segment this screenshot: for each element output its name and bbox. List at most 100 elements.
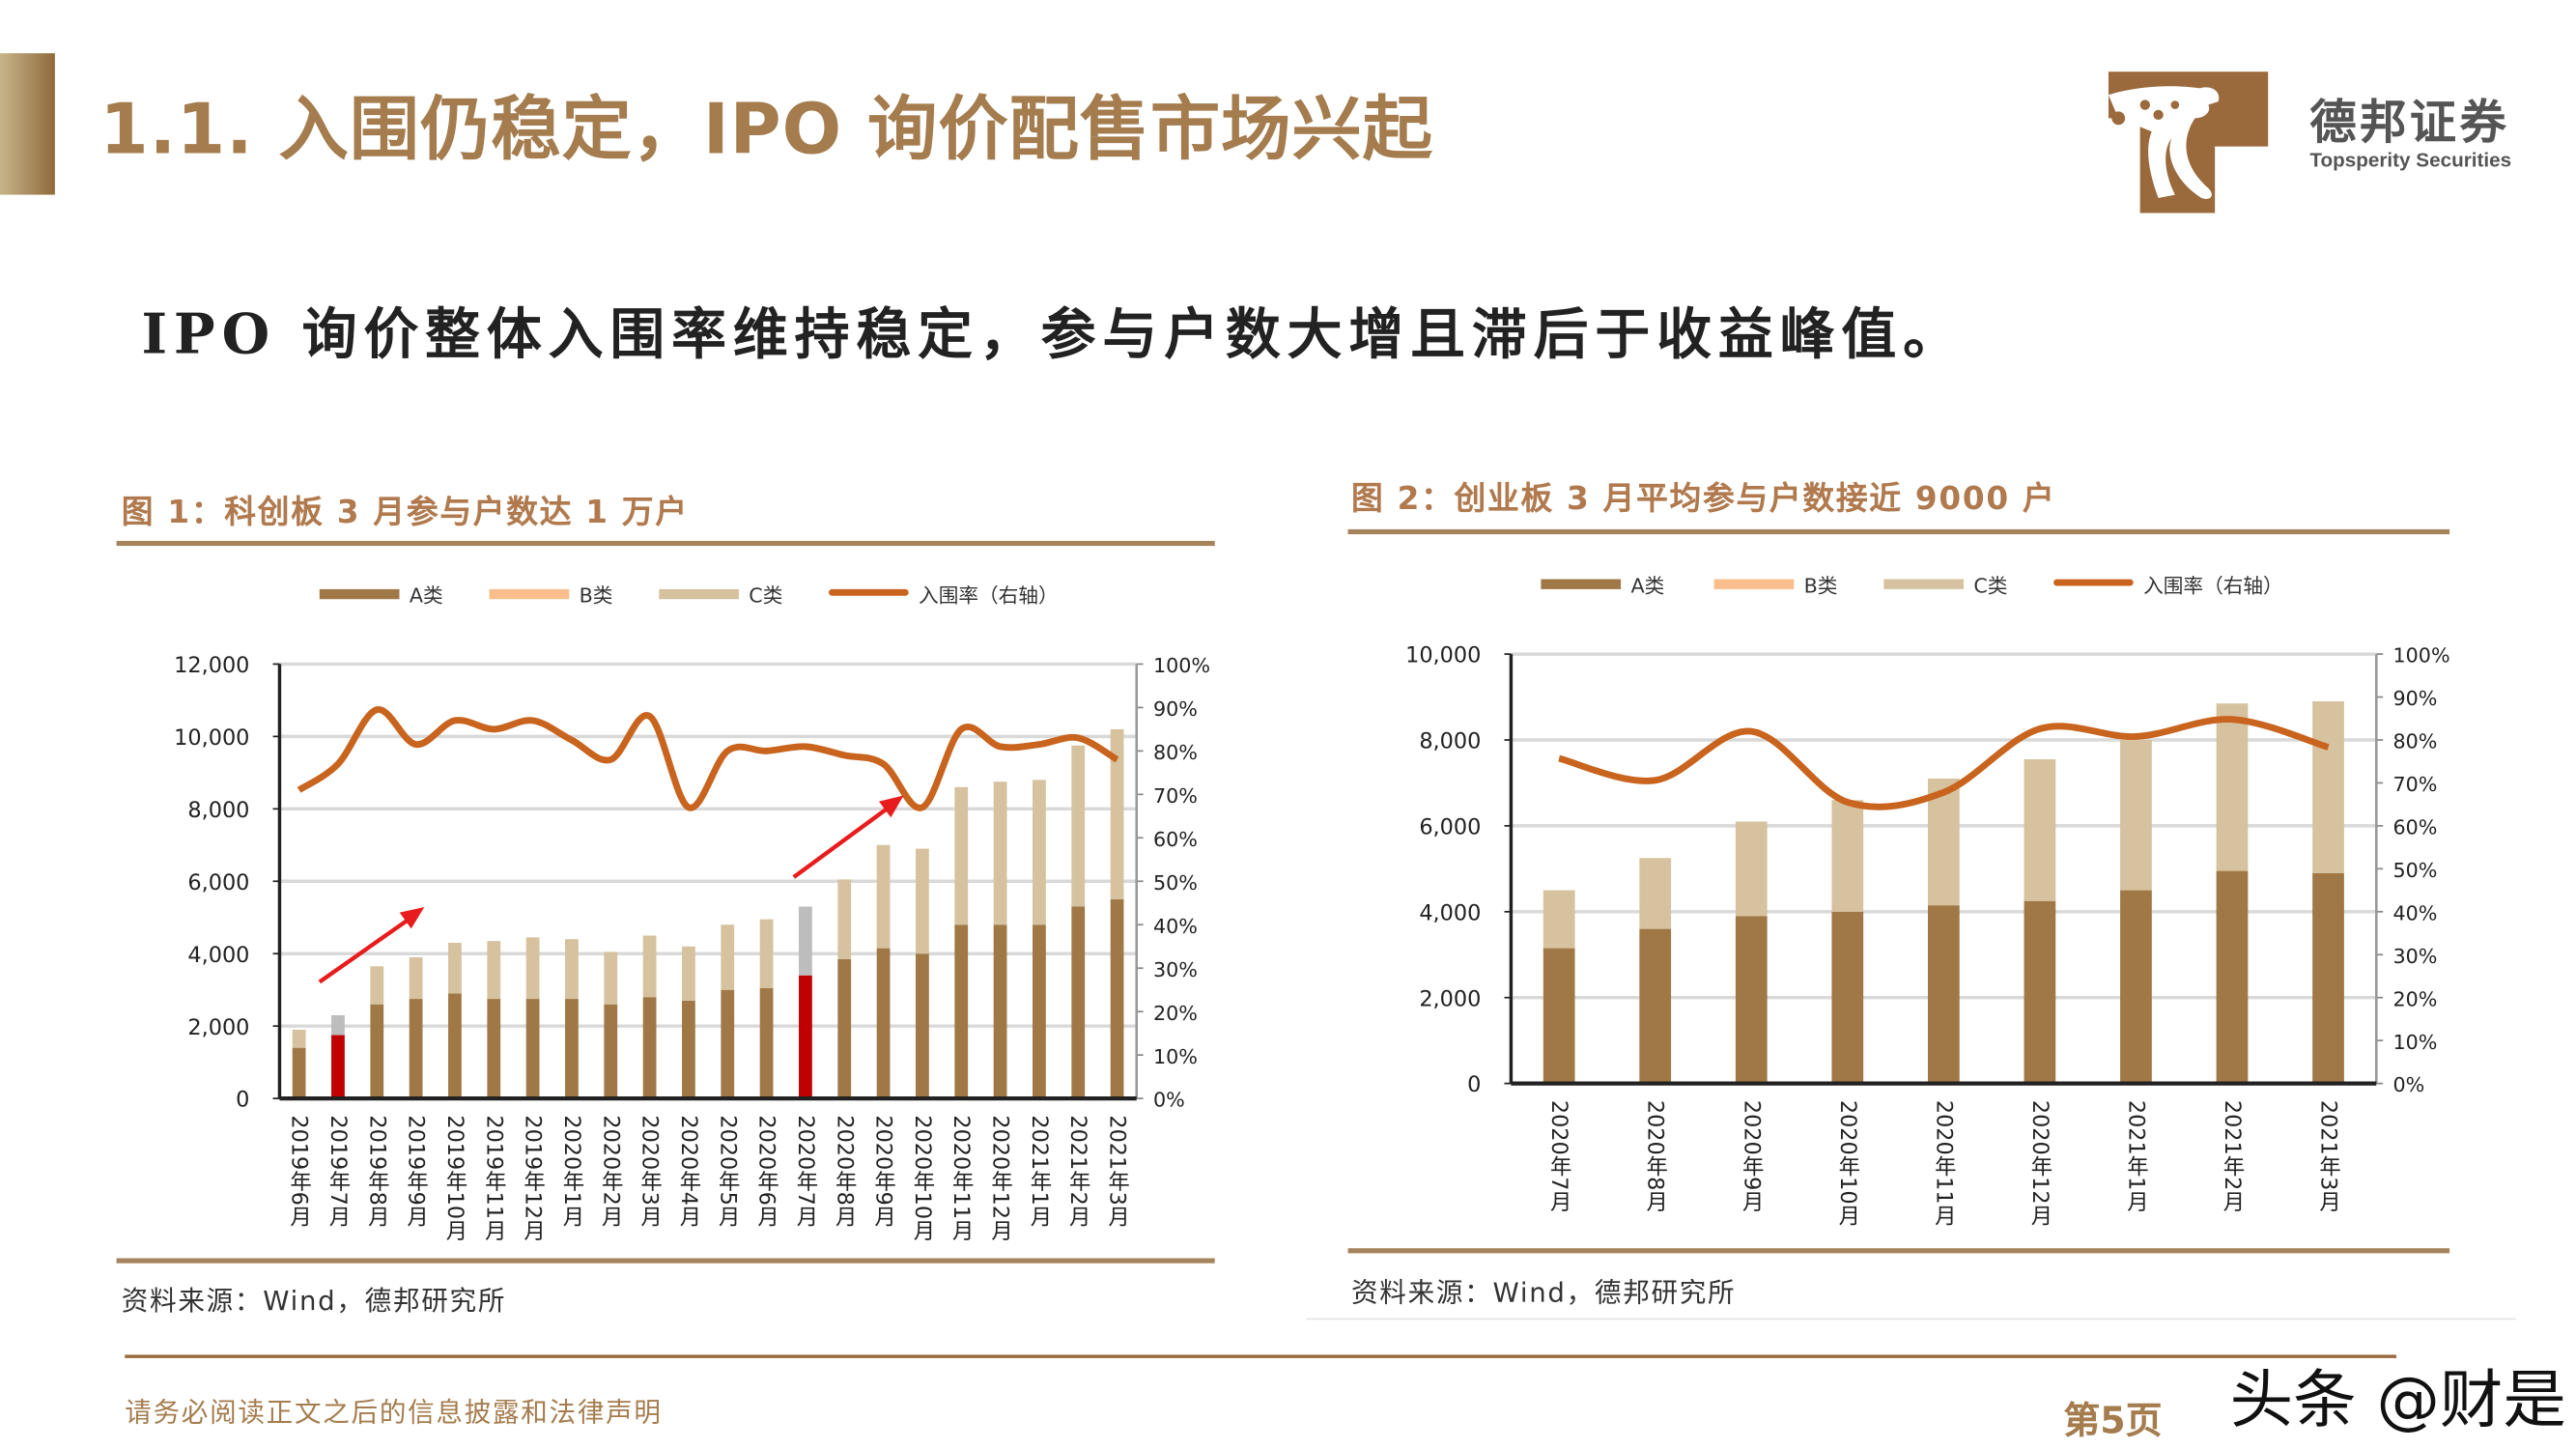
legend-label: B类 — [580, 584, 613, 608]
legend-label: C类 — [1973, 574, 2007, 597]
slide-subtitle: IPO 询价整体入围率维持稳定，参与户数大增且滞后于收益峰值。 — [141, 300, 1965, 367]
bar-c — [1110, 728, 1124, 900]
x-tick-label: 2021年2月 — [2220, 1100, 2245, 1212]
figure-2-bottom-rule — [1347, 1248, 2450, 1254]
x-tick-label: 2020年8月 — [1643, 1100, 1668, 1212]
figure-1-bottom-rule — [116, 1258, 1215, 1264]
bar-c — [759, 919, 774, 988]
y-left-tick-label: 6,000 — [1419, 815, 1481, 840]
bar-a — [954, 924, 969, 1099]
legend-swatch-0 — [1541, 579, 1622, 589]
x-tick-label: 2020年7月 — [793, 1115, 818, 1227]
bar-c — [409, 956, 423, 1000]
y-right-tick-label: 60% — [1153, 828, 1198, 851]
legend-swatch-3 — [2053, 579, 2134, 586]
y-right-tick-label: 10% — [1153, 1045, 1198, 1068]
watermark: 头条 @财是 — [2229, 1363, 2566, 1436]
legend-swatch-2 — [1883, 579, 1965, 589]
page-number: 第5页 — [2063, 1401, 2163, 1443]
logo-name-en: Topsperity Securities — [2309, 148, 2512, 172]
x-tick-label: 2019年10月 — [442, 1115, 467, 1241]
legend-swatch-1 — [489, 588, 570, 600]
bar-c — [1927, 779, 1960, 906]
bar-a — [1033, 924, 1046, 1099]
y-right-tick-label: 10% — [2393, 1031, 2438, 1054]
bar-c — [1033, 780, 1046, 925]
logo-name-cn: 德邦证券 — [2309, 95, 2510, 151]
bar-a — [292, 1047, 306, 1099]
x-tick-label: 2020年5月 — [715, 1115, 740, 1227]
page-title: 1.1. 入围仍稳定，IPO 询价配售市场兴起 — [99, 88, 1433, 170]
y-left-tick-label: 2,000 — [1419, 986, 1481, 1011]
y-right-tick-label: 100% — [1153, 654, 1210, 677]
bar-c — [2216, 703, 2249, 871]
y-right-tick-label: 90% — [2393, 687, 2438, 710]
bar-a — [916, 953, 929, 1099]
bar-a — [2216, 870, 2249, 1084]
footer-disclaimer: 请务必阅读正文之后的信息披露和法律声明 — [125, 1396, 663, 1429]
y-right-tick-label: 40% — [2393, 901, 2438, 924]
red-arrowhead-icon — [879, 795, 904, 818]
y-left-tick-label: 2,000 — [187, 1015, 249, 1040]
divider — [1306, 1318, 2517, 1321]
bar-a — [565, 999, 579, 1099]
x-tick-label: 2020年11月 — [1931, 1100, 1956, 1227]
x-tick-label: 2019年7月 — [326, 1115, 351, 1227]
bar-c — [642, 935, 657, 998]
legend-label: A类 — [1630, 574, 1664, 597]
y-right-tick-label: 20% — [2393, 987, 2438, 1010]
y-right-tick-label: 40% — [1153, 915, 1198, 938]
figure-1-title: 图 1：科创板 3 月参与户数达 1 万户 — [121, 494, 689, 531]
x-tick-label: 2021年1月 — [1027, 1115, 1052, 1227]
bar-a — [993, 924, 1007, 1099]
legend-swatch-1 — [1713, 579, 1795, 589]
bar-c — [682, 946, 695, 1001]
bar-b — [331, 1014, 345, 1036]
y-right-tick-label: 20% — [1153, 1002, 1198, 1025]
x-tick-label: 2019年9月 — [404, 1115, 429, 1227]
x-tick-label: 2020年2月 — [598, 1115, 623, 1227]
bar-a — [1071, 906, 1086, 1099]
footer-rule — [125, 1354, 2396, 1358]
bar-c — [292, 1029, 306, 1048]
y-right-tick-label: 30% — [1153, 958, 1198, 981]
x-tick-label: 2020年11月 — [948, 1115, 974, 1241]
red-arrowhead-icon — [399, 906, 425, 929]
bar-c — [837, 879, 852, 959]
legend-swatch-0 — [319, 588, 400, 600]
bar-a — [409, 999, 423, 1099]
y-right-tick-label: 0% — [2393, 1073, 2425, 1096]
legend-label: 入围率（右轴） — [919, 584, 1059, 608]
bar-c — [565, 939, 579, 1000]
x-tick-label: 2020年12月 — [988, 1115, 1013, 1241]
chart-2: A类 B类 C类 入围率（右轴） 0 2,000 4,000 6,000 8,000 10,000… — [1405, 574, 2450, 1226]
y-left-tick-label: 0 — [236, 1088, 249, 1113]
x-tick-label: 2019年6月 — [287, 1115, 312, 1227]
chart-1: A类 B类 C类 入围率（右轴） 0 2,000 4,000 6,000 8,000 10,000… — [174, 584, 1210, 1241]
bar-c — [1543, 890, 1575, 949]
x-tick-label: 2020年6月 — [754, 1115, 779, 1227]
x-tick-label: 2020年1月 — [559, 1115, 584, 1227]
y-right-tick-label: 30% — [2393, 945, 2438, 968]
bar-a — [721, 989, 735, 1099]
bar-a — [1639, 928, 1672, 1084]
bar-c — [370, 966, 384, 1005]
bar-a — [759, 987, 774, 1099]
bar-b — [799, 906, 812, 976]
x-tick-label: 2021年2月 — [1065, 1115, 1090, 1227]
legend-label: A类 — [410, 584, 443, 608]
bar-c — [604, 952, 618, 1005]
bar-a — [2312, 872, 2344, 1084]
bar-c — [1735, 821, 1768, 917]
y-left-tick-label: 0 — [1467, 1072, 1481, 1097]
y-left-tick-label: 8,000 — [187, 798, 249, 823]
bar-c — [876, 844, 891, 949]
x-tick-label: 2020年9月 — [871, 1115, 896, 1227]
y-right-tick-label: 0% — [1153, 1089, 1185, 1112]
bar-a — [642, 997, 657, 1099]
x-tick-label: 2020年4月 — [676, 1115, 701, 1227]
bar-c — [2120, 740, 2152, 891]
bar-a — [1110, 899, 1124, 1099]
bar-c — [2024, 759, 2056, 901]
bar-a — [876, 948, 891, 1099]
